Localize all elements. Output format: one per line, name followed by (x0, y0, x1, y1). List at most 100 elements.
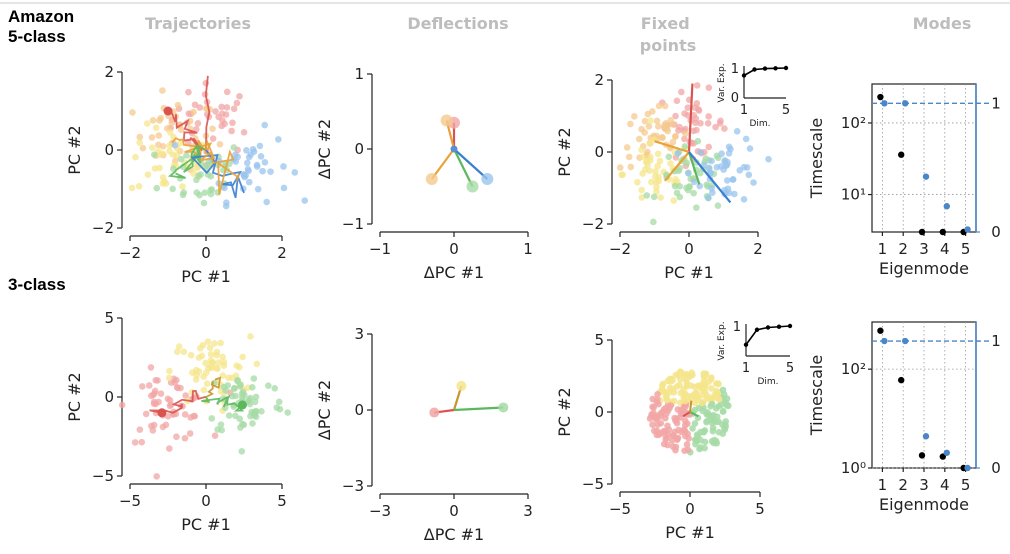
class3-traj-point (151, 387, 159, 395)
class3-fp-point (680, 426, 688, 434)
amazon5-fp-point (657, 194, 664, 201)
class3-fp-point (681, 397, 689, 405)
class3-traj-point (250, 375, 258, 382)
class3-fp-point (708, 385, 715, 392)
class3-modes-overlap-point (881, 337, 888, 345)
amazon5-fp-point (662, 120, 670, 127)
class3-fp-point (701, 444, 708, 452)
amazon5-fp-axes: −2 0 2 −2 0 2 PC #1 PC #2 (555, 71, 763, 282)
amazon5-traj-point (222, 202, 230, 210)
amazon5-traj-point (216, 141, 224, 148)
class3-fp-x-tick-label: 5 (755, 500, 765, 518)
amazon5-fp-point (696, 182, 704, 190)
class3-traj-point (232, 392, 240, 400)
amazon5-fp-point (697, 148, 704, 156)
class3-traj-x-label: PC #1 (181, 515, 231, 534)
amazon5-traj-point (128, 184, 136, 192)
amazon5-traj-point (253, 163, 261, 170)
amazon5-defl-y-tick-label: −1 (342, 215, 364, 233)
amazon5-defl-vector (453, 148, 474, 187)
inset-y-label: Var. Exp. (717, 63, 727, 102)
amazon5-traj-point (136, 133, 144, 141)
class3-traj-point (173, 376, 180, 384)
amazon5-fp-line (654, 140, 690, 154)
amazon5-fp-point (650, 218, 657, 226)
class3-traj-point (173, 433, 180, 441)
class3-traj-point (222, 387, 230, 394)
amazon5-traj-point (136, 139, 143, 146)
amazon5-fp-point (643, 192, 651, 199)
class3-traj-point (239, 353, 246, 361)
class3-traj-point (147, 364, 155, 371)
amazon5-defl-y-label: ΔPC #2 (315, 119, 334, 179)
amazon5-fp-point (618, 171, 625, 179)
class3-traj-point (271, 384, 279, 392)
amazon5-traj-point (240, 128, 248, 136)
amazon5-fp-point (652, 168, 659, 175)
amazon5-modes-overlap-point (881, 100, 888, 107)
class3-fp-point (711, 436, 718, 444)
class3-fp-point (715, 380, 722, 388)
amazon5-fp-line (688, 151, 732, 204)
class3-defl-x-tick-label: −3 (369, 502, 391, 520)
amazon5-fp-point (765, 155, 772, 163)
class3-traj-walk-orange (205, 376, 222, 398)
amazon5-fp-point (634, 178, 641, 186)
class3-traj-point (166, 367, 173, 375)
amazon5-fp-point (682, 130, 689, 137)
class3-traj-point (195, 368, 203, 375)
amazon5-traj-y-tick-label: −2 (92, 219, 114, 237)
amazon5-traj-point (159, 142, 167, 150)
amazon5-fp-point (745, 171, 753, 179)
amazon5-fp-point (676, 182, 683, 190)
class3-fp-point (675, 426, 682, 434)
amazon5-traj-point (259, 167, 266, 175)
class3-fp-point (703, 418, 710, 426)
amazon5-fp-point (648, 178, 655, 186)
amazon5-fp-y-tick-label: 0 (594, 143, 604, 161)
amazon5-traj-point (223, 104, 231, 111)
class3-fp-line (689, 400, 693, 413)
amazon5-fp-point (630, 113, 638, 120)
amazon5-traj-point (236, 92, 243, 100)
amazon5-fp-point (646, 139, 653, 147)
class3-fp-point (661, 431, 669, 439)
class3-fp-point (671, 414, 678, 422)
amazon5-fp-point (653, 117, 661, 125)
class3-fp-point (674, 434, 682, 442)
class3-traj-point (232, 412, 239, 420)
amazon5-modes-overlap-point (902, 100, 909, 107)
amazon5-fp-line (664, 151, 690, 182)
amazon5-traj-point (190, 108, 197, 116)
amazon5-fp-point (690, 127, 697, 135)
amazon5-modes-x-tick-label: 2 (898, 240, 908, 258)
inset-x-tick: 5 (786, 361, 794, 376)
class3-traj-point (228, 374, 236, 382)
amazon5-fp-point (704, 120, 712, 127)
amazon5-defl-x-tick-label: 1 (523, 240, 533, 258)
class3-fp-point (664, 441, 671, 449)
inset-point (762, 66, 768, 71)
amazon5-traj-endpoint (163, 106, 173, 116)
amazon5-fp-point (623, 144, 631, 151)
amazon5-traj-point (153, 184, 161, 192)
class3-traj-point (219, 353, 226, 361)
amazon5-defl-x-tick-label: 0 (449, 240, 459, 258)
class3-traj-x-tick-label: −5 (119, 492, 141, 510)
class3-traj-point (252, 393, 260, 401)
amazon5-fp-point (750, 179, 757, 186)
amazon5-fp-point (659, 134, 666, 142)
amazon5-fp-y-label: PC #2 (555, 127, 574, 177)
class3-fp-point (659, 382, 666, 389)
class3-modes-overlap-point (943, 449, 950, 456)
amazon5-traj-walk-orange (171, 137, 213, 158)
amazon5-traj-point (151, 165, 159, 172)
amazon5-fp-point (664, 127, 671, 135)
class3-traj-point (214, 365, 221, 373)
amazon5-traj-point (166, 129, 174, 136)
class3-fp-y-tick-label: 5 (594, 331, 604, 349)
class3-fp-point (696, 445, 703, 453)
row-label-amazon-line1: Amazon (8, 7, 74, 26)
amazon5-traj-point (143, 120, 151, 127)
